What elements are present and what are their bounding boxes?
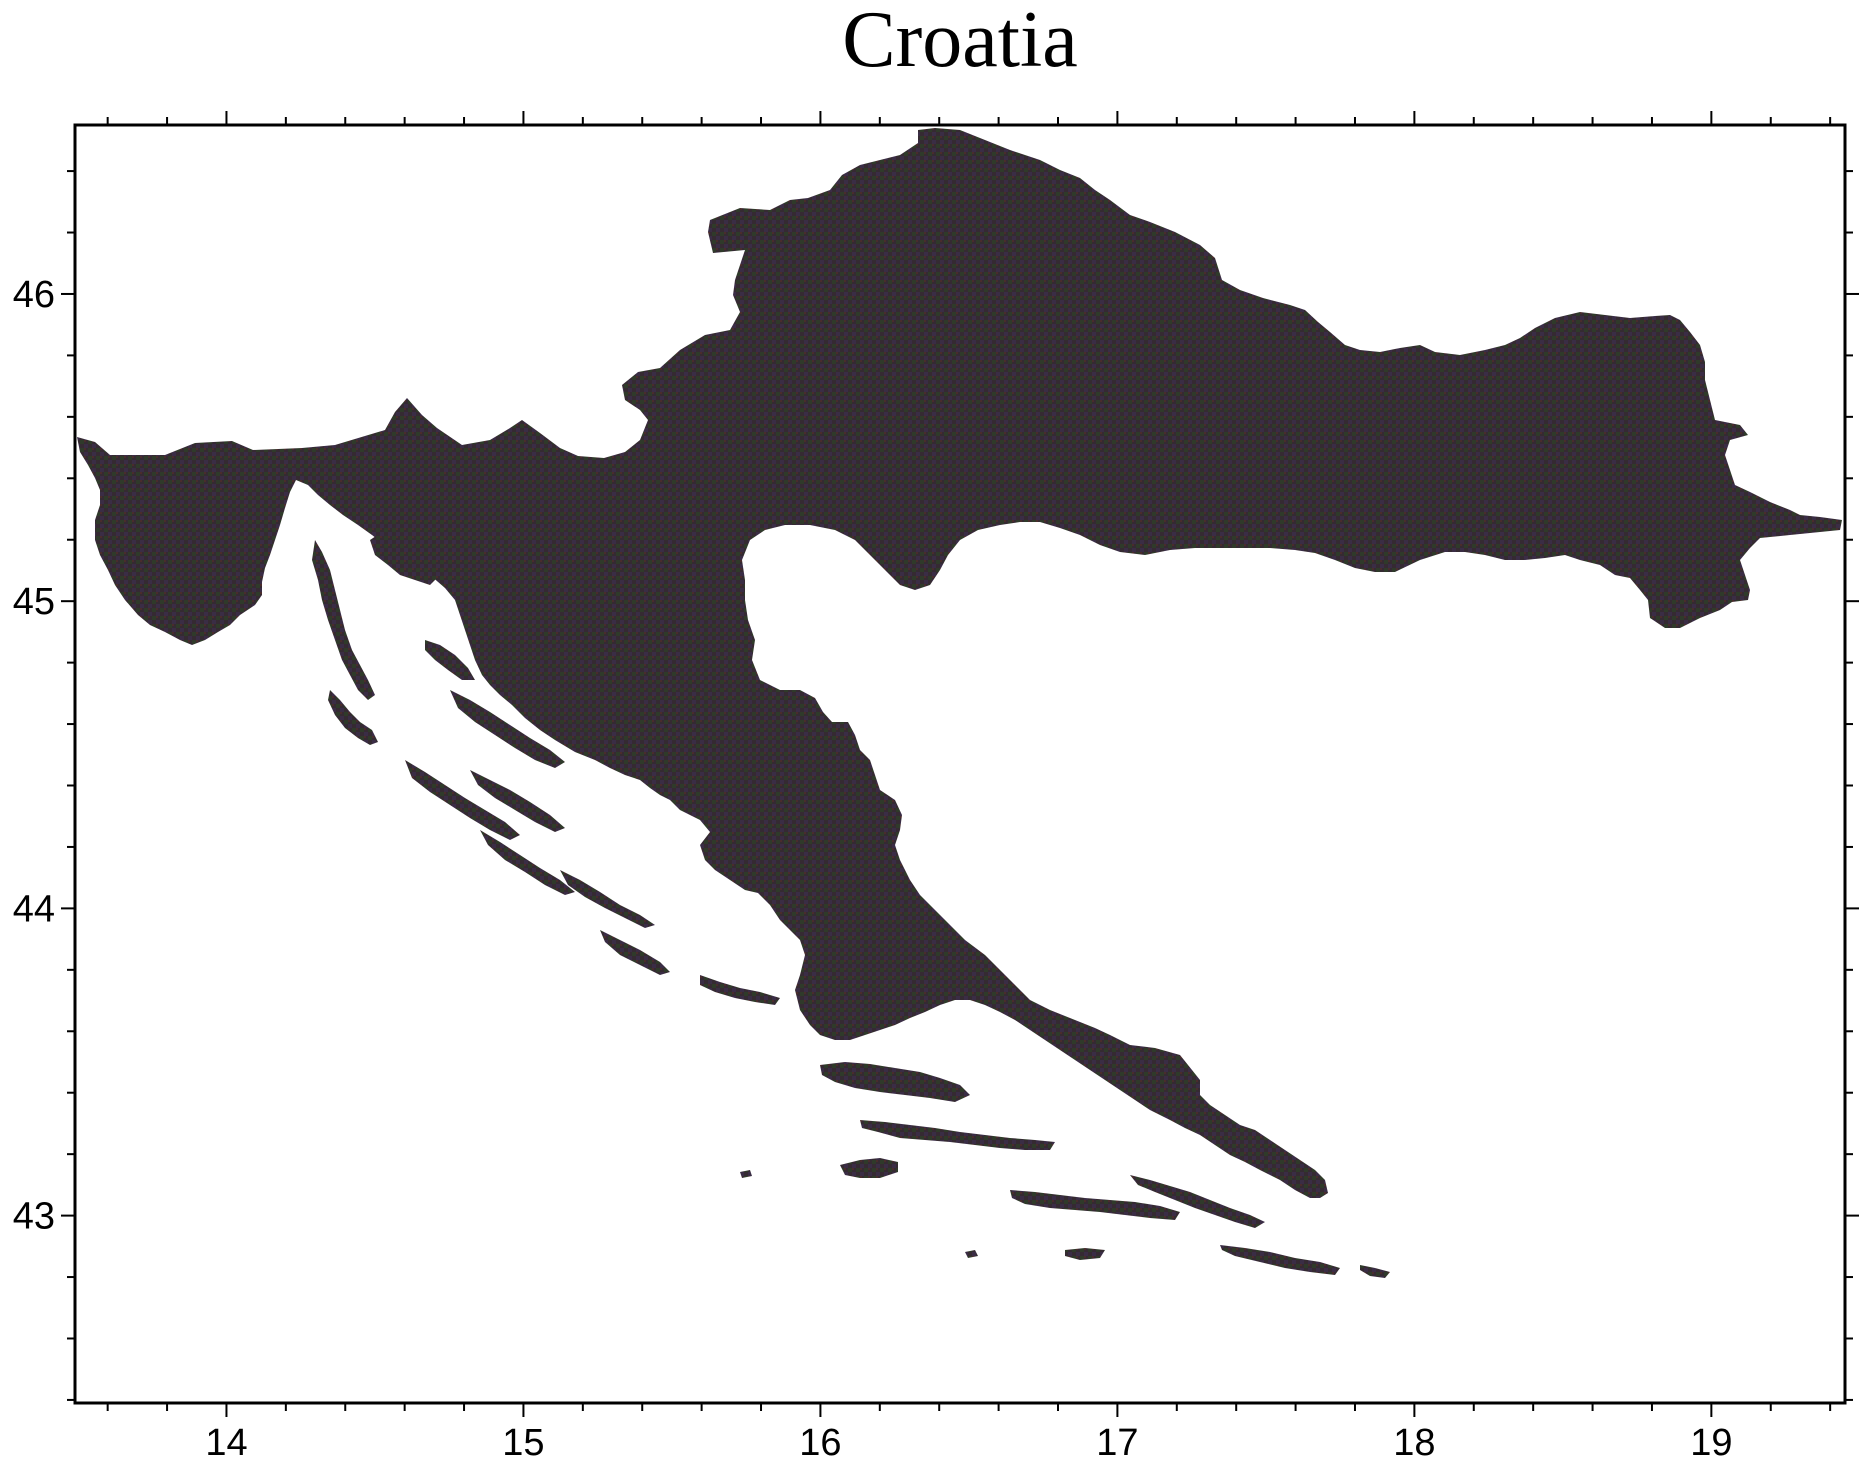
island-cres (312, 540, 375, 700)
x-tick-label: 14 (205, 1422, 247, 1464)
island-pag (450, 690, 565, 768)
map-frame (73, 123, 1847, 1405)
x-tick-label: 17 (1096, 1422, 1138, 1464)
island-ugljan (470, 770, 565, 832)
island-hvar (860, 1120, 1055, 1150)
x-tick-label: 18 (1393, 1422, 1435, 1464)
island-lastovo (1065, 1248, 1105, 1260)
island-murter (560, 870, 655, 928)
y-tick-label: 46 (13, 274, 55, 316)
island-peljesac (1130, 1175, 1265, 1228)
island-korcula (1010, 1190, 1180, 1220)
y-tick-label: 45 (13, 581, 55, 623)
islet-small-2 (965, 1250, 978, 1258)
island-krk (370, 525, 440, 585)
island-mljet (1220, 1245, 1340, 1275)
island-brac (820, 1062, 970, 1102)
land-layer (77, 128, 1842, 1278)
x-tick-label: 15 (502, 1422, 544, 1464)
croatia-mainland (77, 128, 1842, 1198)
island-vis (840, 1158, 898, 1178)
island-losinj (328, 690, 378, 745)
x-tick-label: 16 (799, 1422, 841, 1464)
island-elafiti (1360, 1265, 1390, 1278)
island-rab (425, 640, 475, 680)
island-dugi-otok (405, 760, 520, 840)
island-zirje (600, 930, 670, 975)
islet-small-1 (740, 1170, 752, 1178)
tick-label-group: 14 15 16 17 18 19 43 44 45 46 (13, 274, 1733, 1464)
map-title: Croatia (842, 0, 1078, 84)
y-tick-label: 43 (13, 1196, 55, 1238)
x-tick-label: 19 (1690, 1422, 1732, 1464)
y-tick-label: 44 (13, 888, 55, 930)
island-kornati (480, 830, 575, 895)
island-ciovo-solta (700, 975, 780, 1005)
tick-group (61, 111, 1859, 1417)
